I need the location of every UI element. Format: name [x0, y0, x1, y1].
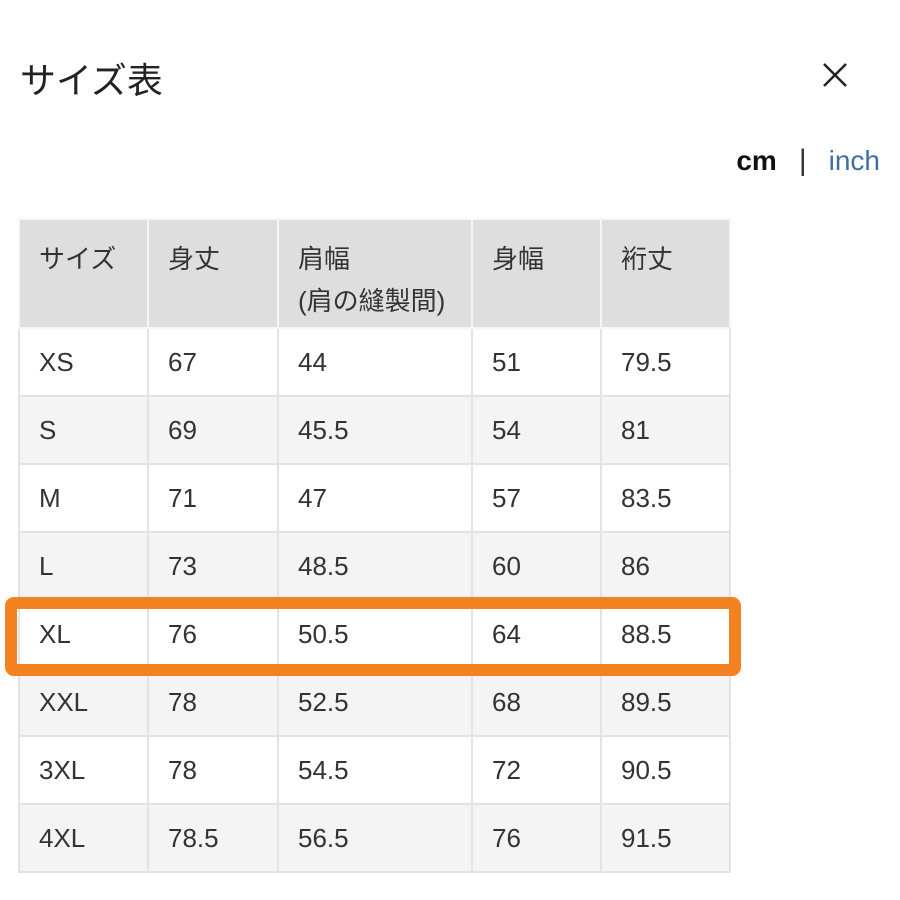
table-cell: XS — [18, 327, 149, 397]
table-cell: 69 — [147, 395, 279, 465]
table-cell: 83.5 — [600, 463, 731, 533]
column-header-label: 身幅 — [492, 244, 545, 274]
table-cell: 4XL — [18, 803, 149, 873]
close-button[interactable] — [815, 55, 855, 95]
page-title: サイズ表 — [20, 60, 163, 101]
table-cell: XXL — [18, 667, 149, 737]
table-cell: 54 — [471, 395, 602, 465]
unit-inch[interactable]: inch — [828, 145, 880, 176]
column-header-label: 裄丈 — [621, 244, 674, 274]
table-cell: 91.5 — [600, 803, 731, 873]
table-cell: 51 — [471, 327, 602, 397]
table-cell: 67 — [147, 327, 279, 397]
table-cell: 78 — [147, 735, 279, 805]
table-cell: 88.5 — [600, 599, 731, 669]
table-cell: 48.5 — [277, 531, 473, 601]
column-header: 肩幅 (肩の縫製間) — [277, 218, 473, 329]
unit-cm[interactable]: cm — [736, 145, 777, 176]
column-header-label: 身丈 — [168, 244, 221, 274]
table-cell: 81 — [600, 395, 731, 465]
unit-separator: | — [798, 144, 807, 177]
table-cell: 3XL — [18, 735, 149, 805]
table-cell: 89.5 — [600, 667, 731, 737]
table-cell: 56.5 — [277, 803, 473, 873]
table-row: XL 76 50.5 64 88.5 — [18, 599, 731, 669]
table-row: L 73 48.5 60 86 — [18, 531, 731, 601]
close-icon — [823, 63, 847, 87]
table-cell: 78.5 — [147, 803, 279, 873]
size-table: サイズ 身丈 肩幅 (肩の縫製間) 身幅 裄丈 XS 67 44 51 79.5 S 69 45.5 54… — [18, 218, 731, 873]
column-header: サイズ — [18, 218, 149, 329]
table-row: XXL 78 52.5 68 89.5 — [18, 667, 731, 737]
table-cell: 54.5 — [277, 735, 473, 805]
table-cell: M — [18, 463, 149, 533]
table-row: S 69 45.5 54 81 — [18, 395, 731, 465]
column-header-label: 肩幅 — [298, 244, 351, 274]
table-cell: 76 — [147, 599, 279, 669]
column-header: 身丈 — [147, 218, 279, 329]
table-cell: 79.5 — [600, 327, 731, 397]
unit-toggle: cm | inch — [736, 144, 880, 178]
table-cell: 45.5 — [277, 395, 473, 465]
table-row: 4XL 78.5 56.5 76 91.5 — [18, 803, 731, 873]
table-row: M 71 47 57 83.5 — [18, 463, 731, 533]
column-header: 裄丈 — [600, 218, 731, 329]
table-cell: 86 — [600, 531, 731, 601]
table-cell: 52.5 — [277, 667, 473, 737]
table-cell: 71 — [147, 463, 279, 533]
table-cell: 90.5 — [600, 735, 731, 805]
table-cell: 50.5 — [277, 599, 473, 669]
table-cell: 73 — [147, 531, 279, 601]
table-cell: 78 — [147, 667, 279, 737]
table-cell: L — [18, 531, 149, 601]
table-row: 3XL 78 54.5 72 90.5 — [18, 735, 731, 805]
table-cell: S — [18, 395, 149, 465]
table-cell: 64 — [471, 599, 602, 669]
table-cell: 47 — [277, 463, 473, 533]
table-cell: XL — [18, 599, 149, 669]
table-row: XS 67 44 51 79.5 — [18, 327, 731, 397]
column-header-label: サイズ — [39, 244, 117, 274]
table-cell: 57 — [471, 463, 602, 533]
table-cell: 68 — [471, 667, 602, 737]
table-cell: 76 — [471, 803, 602, 873]
table-cell: 44 — [277, 327, 473, 397]
column-header-sublabel: (肩の縫製間) — [298, 286, 446, 316]
table-cell: 72 — [471, 735, 602, 805]
table-cell: 60 — [471, 531, 602, 601]
column-header: 身幅 — [471, 218, 602, 329]
